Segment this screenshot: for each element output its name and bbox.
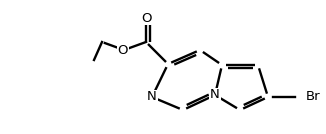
Text: N: N [147, 90, 157, 103]
Text: O: O [118, 44, 128, 57]
Text: N: N [210, 88, 220, 101]
Text: O: O [141, 12, 151, 25]
Text: Br: Br [306, 90, 321, 103]
